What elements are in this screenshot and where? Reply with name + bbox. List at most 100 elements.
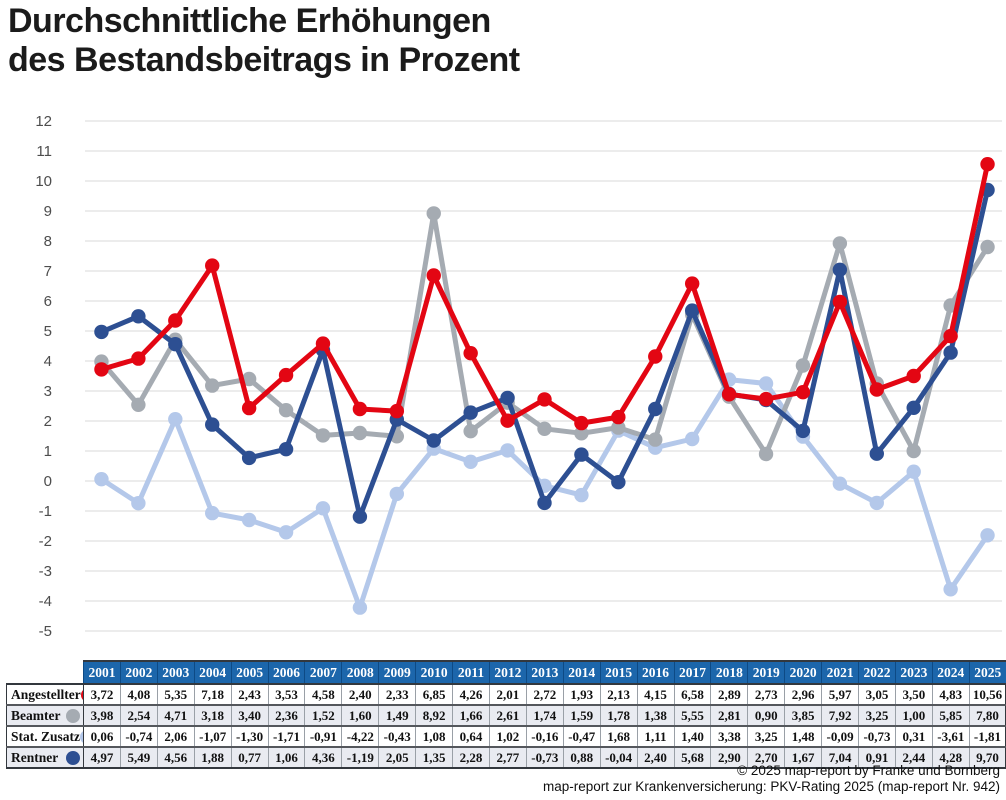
- data-point-stat-zusatz-2002: [131, 496, 146, 511]
- value-cell-2007: 4,58: [304, 683, 343, 706]
- data-point-angestellter-2014: [574, 415, 589, 431]
- line-chart: 12 11 10 9 8 7 6 5 4 3 2 1 0 -1 -2 -3 -4 -5: [0, 100, 1006, 658]
- value-cell-2024: 5,85: [931, 704, 970, 727]
- value-cell-2014: -0,47: [562, 725, 601, 748]
- value-cell-2020: 1,48: [784, 725, 823, 748]
- value-cell-2022: 0,91: [858, 746, 896, 769]
- data-point-rentner-2014: [574, 447, 589, 462]
- value-cell-2015: 1,68: [599, 725, 638, 748]
- series-name: Angestellter: [11, 686, 81, 702]
- data-point-stat-zusatz-2014: [574, 487, 589, 503]
- value-cell-2003: 2,06: [156, 725, 195, 748]
- data-point-angestellter-2019: [758, 391, 774, 407]
- year-header-2023: 2023: [894, 660, 933, 685]
- value-cell-2025: 9,70: [968, 746, 1006, 769]
- year-header-2011: 2011: [452, 660, 490, 685]
- y-axis-tick-label: -1: [39, 503, 52, 520]
- value-cell-2016: 4,15: [636, 683, 675, 706]
- value-cell-2001: 0,06: [83, 725, 121, 748]
- data-point-rentner-2022: [869, 446, 884, 461]
- y-axis-tick-label: -4: [39, 593, 52, 610]
- value-cell-2014: 1,93: [562, 683, 601, 706]
- data-point-rentner-2010: [426, 433, 441, 448]
- value-cell-2017: 5,68: [673, 746, 712, 769]
- year-header-2008: 2008: [341, 660, 380, 685]
- data-point-rentner-2008: [352, 509, 368, 524]
- year-header-2018: 2018: [710, 660, 749, 685]
- data-point-angestellter-2021: [832, 294, 848, 310]
- value-cell-2007: 1,52: [304, 704, 343, 727]
- data-point-beamter-2015: [611, 420, 626, 435]
- data-point-beamter-2005: [241, 371, 257, 387]
- value-cell-2023: 0,31: [894, 725, 933, 748]
- data-point-rentner-2013: [537, 495, 552, 511]
- footer-source: map-report zur Krankenversicherung: PKV-…: [543, 779, 1000, 794]
- data-point-angestellter-2007: [315, 336, 331, 351]
- data-point-stat-zusatz-2001: [94, 472, 109, 487]
- value-cell-2001: 4,97: [83, 746, 121, 769]
- data-point-stat-zusatz-2019: [758, 376, 774, 391]
- data-point-beamter-2008: [352, 425, 368, 441]
- table-corner-cell: [7, 661, 84, 684]
- value-cell-2006: 1,06: [267, 746, 306, 769]
- data-point-stat-zusatz-2011: [463, 454, 478, 469]
- year-header-2002: 2002: [119, 660, 158, 685]
- data-point-rentner-2003: [168, 337, 183, 352]
- page-title: Durchschnittliche Erhöhungen des Bestand…: [8, 2, 520, 80]
- data-point-rentner-2023: [906, 400, 921, 415]
- year-header-2017: 2017: [673, 660, 712, 685]
- data-point-angestellter-2002: [131, 351, 146, 366]
- value-cell-2002: 4,08: [119, 683, 158, 706]
- value-cell-2020: 2,96: [784, 683, 823, 706]
- year-header-2004: 2004: [193, 660, 232, 685]
- value-cell-2022: 3,05: [858, 683, 896, 706]
- data-point-rentner-2015: [611, 475, 626, 490]
- value-cell-2019: 0,90: [747, 704, 786, 727]
- value-cell-2013: -0,16: [525, 725, 564, 748]
- value-cell-2010: 1,35: [415, 746, 454, 769]
- series-line-stat-zusatz: [98, 377, 991, 611]
- data-point-rentner-2021: [832, 262, 848, 277]
- value-cell-2002: 5,49: [119, 746, 158, 769]
- data-point-angestellter-2017: [684, 276, 700, 291]
- data-point-rentner-2001: [94, 324, 109, 340]
- value-cell-2003: 4,71: [156, 704, 195, 727]
- data-point-beamter-2021: [832, 236, 848, 251]
- value-cell-2012: 2,77: [488, 746, 527, 769]
- value-cell-2011: 1,66: [452, 704, 490, 727]
- value-cell-2002: -0,74: [119, 725, 158, 748]
- value-cell-2021: -0,09: [821, 725, 860, 748]
- value-cell-2010: 6,85: [415, 683, 454, 706]
- value-cell-2015: 1,78: [599, 704, 638, 727]
- series-label-cell: Stat. Zusatz: [6, 725, 84, 748]
- value-cell-2003: 4,56: [156, 746, 195, 769]
- y-axis-tick-label: 11: [36, 143, 52, 160]
- value-cell-2009: 2,33: [378, 683, 417, 706]
- y-axis-tick-label: 3: [44, 383, 52, 400]
- data-point-beamter-2016: [648, 432, 663, 447]
- page-title-line1: Durchschnittliche Erhöhungen: [8, 2, 491, 40]
- value-cell-2023: 2,44: [894, 746, 933, 769]
- y-axis-tick-label: 4: [44, 353, 52, 370]
- value-cell-2019: 3,25: [747, 725, 786, 748]
- data-point-angestellter-2011: [463, 346, 478, 361]
- y-axis-tick-label: -2: [39, 533, 52, 550]
- year-header-2006: 2006: [267, 660, 306, 685]
- value-cell-2012: 2,61: [488, 704, 527, 727]
- year-header-2003: 2003: [156, 660, 195, 685]
- y-axis-tick-label: 8: [44, 233, 52, 250]
- year-header-2007: 2007: [304, 660, 343, 685]
- value-cell-2021: 7,92: [821, 704, 860, 727]
- value-cell-2017: 5,55: [673, 704, 712, 727]
- year-header-2021: 2021: [821, 660, 860, 685]
- data-point-rentner-2004: [205, 417, 220, 432]
- data-point-angestellter-2025: [980, 157, 995, 172]
- value-cell-2005: 2,43: [230, 683, 269, 706]
- data-point-beamter-2025: [980, 239, 995, 255]
- data-point-angestellter-2020: [795, 385, 811, 400]
- data-point-stat-zusatz-2005: [241, 512, 257, 528]
- value-cell-2014: 1,59: [562, 704, 601, 727]
- value-cell-2005: -1,30: [230, 725, 269, 748]
- data-point-stat-zusatz-2025: [980, 528, 995, 543]
